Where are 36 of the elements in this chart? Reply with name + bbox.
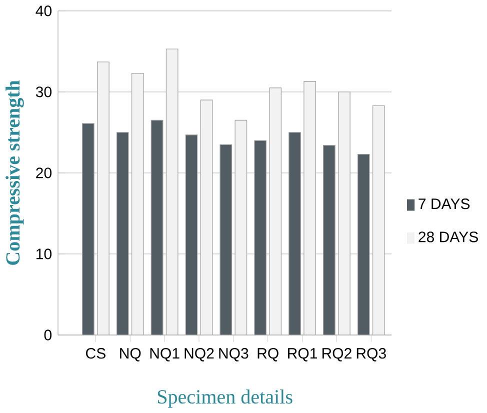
bar: [131, 72, 144, 335]
legend-label: 28 DAYS: [418, 231, 478, 242]
bar: [220, 144, 232, 335]
bar: [372, 105, 385, 335]
x-tick-label: RQ3: [356, 348, 386, 362]
bar: [97, 61, 110, 335]
bar: [323, 144, 336, 335]
bar: [269, 87, 282, 335]
x-tick-label: CS: [86, 348, 106, 359]
x-tick-label: RQ1: [288, 348, 317, 362]
bar: [150, 120, 164, 335]
bar: [288, 132, 301, 335]
x-tick-label: NQ1: [150, 348, 180, 362]
x-tick-label: NQ: [120, 348, 141, 362]
bar: [185, 134, 198, 335]
y-tick-label: 0: [44, 330, 52, 340]
bar: [234, 120, 248, 335]
bar: [82, 123, 94, 335]
x-tick-label: RQ2: [322, 348, 352, 362]
bar: [304, 80, 316, 335]
bar: [338, 91, 350, 335]
y-tick-label: 30: [36, 86, 52, 98]
bar: [254, 140, 267, 335]
x-axis-title: Specimen details: [158, 389, 292, 408]
x-tick-label: NQ3: [219, 348, 248, 362]
y-tick-label: 40: [36, 5, 52, 16]
bar: [357, 154, 370, 335]
y-tick-label: 20: [36, 167, 52, 178]
y-axis-title: Compressive strength: [6, 80, 24, 265]
legend-label: 7 DAYS: [418, 198, 470, 210]
bar: [116, 132, 129, 335]
y-tick-label: 10: [36, 248, 52, 260]
bar: [200, 100, 213, 335]
bar: [166, 48, 178, 335]
x-tick-label: NQ2: [184, 348, 214, 362]
x-tick-label: RQ: [258, 348, 278, 362]
